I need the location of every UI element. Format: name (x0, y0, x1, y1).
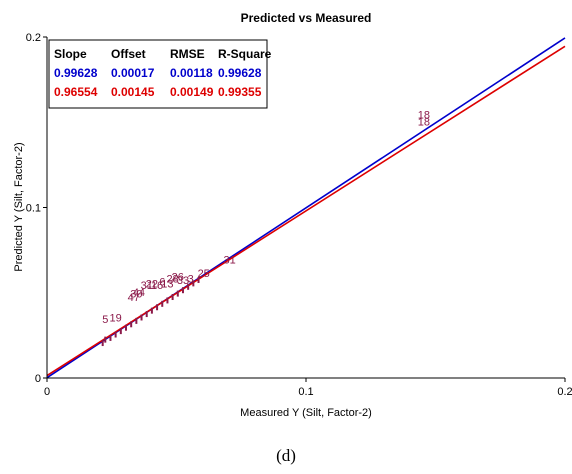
data-point-label: 22 (146, 278, 158, 290)
data-point (156, 304, 159, 311)
data-point (119, 328, 122, 335)
legend-header-rmse: RMSE (170, 47, 205, 61)
data-point (104, 336, 107, 343)
data-point (166, 297, 169, 304)
legend-row2-offset: 0.00145 (111, 85, 155, 99)
data-point-label: 3 (188, 273, 194, 285)
x-tick-label: 0.1 (298, 386, 313, 398)
regression-line-2 (46, 45, 566, 377)
data-point-label: 31 (223, 255, 235, 267)
x-tick-label: 0 (44, 386, 50, 398)
ticks: 0 0.1 0.2 0 0.1 0.2 (26, 32, 572, 398)
data-point-label: 18 (418, 116, 430, 128)
data-point (114, 331, 117, 338)
data-point (145, 311, 148, 318)
y-tick-label: 0.1 (26, 203, 41, 215)
data-point-label: 26 (172, 272, 184, 284)
data-point-label: 33 (177, 275, 189, 287)
data-point (130, 321, 133, 328)
data-point (187, 283, 190, 290)
data-point (140, 314, 143, 321)
data-point-label: 30 (130, 289, 142, 301)
figure-caption: (d) (276, 446, 296, 465)
legend-row2-r-square: 0.99355 (218, 85, 262, 99)
legend-row1-r-square: 0.99628 (218, 66, 262, 80)
data-point (192, 280, 195, 287)
data-point-label: 6 (159, 277, 165, 289)
legend-header-offset: Offset (111, 47, 146, 61)
data-point (181, 287, 184, 294)
data-point-label: 28 (166, 273, 178, 285)
data-point-label: 25 (198, 268, 210, 280)
data-point (124, 324, 127, 331)
data-point (197, 276, 200, 283)
data-point (176, 290, 179, 297)
x-tick-label: 0.2 (557, 386, 572, 398)
legend-row1-rmse: 0.00118 (170, 66, 213, 80)
data-point-label: 18 (418, 110, 430, 122)
y-axis-label: Predicted Y (Silt, Factor-2) (13, 142, 25, 271)
data-point (101, 340, 104, 347)
legend-header-r-square: R-Square (218, 47, 272, 61)
legend-header-slope: Slope (54, 47, 87, 61)
y-tick-label: 0 (35, 373, 41, 385)
data-point-label: 47 (128, 292, 140, 304)
data-point (135, 317, 138, 324)
x-axis-label: Measured Y (Silt, Factor-2) (240, 407, 372, 419)
legend: Slope Offset RMSE R-Square 0.99628 0.000… (48, 39, 272, 109)
legend-row2-slope: 0.96554 (54, 85, 98, 99)
data-point-label: 19 (110, 312, 122, 324)
data-point (109, 334, 112, 341)
data-point-label: 5 (102, 314, 108, 326)
legend-box (48, 39, 268, 109)
data-point (171, 294, 174, 301)
data-point-label: 44 (133, 287, 145, 299)
data-point-label: 13 (161, 278, 173, 290)
chart: Predicted vs Measured 5 19473044312216613… (13, 11, 572, 419)
data-point (150, 307, 153, 314)
legend-row1-offset: 0.00017 (111, 66, 155, 80)
data-point-label: 31 (141, 280, 153, 292)
legend-row2-rmse: 0.00149 (170, 85, 214, 99)
data-point (161, 300, 164, 307)
chart-title: Predicted vs Measured (241, 11, 372, 25)
legend-row1-slope: 0.99628 (54, 66, 98, 80)
data-point-label: 16 (151, 280, 163, 292)
y-tick-label: 0.2 (26, 32, 41, 44)
